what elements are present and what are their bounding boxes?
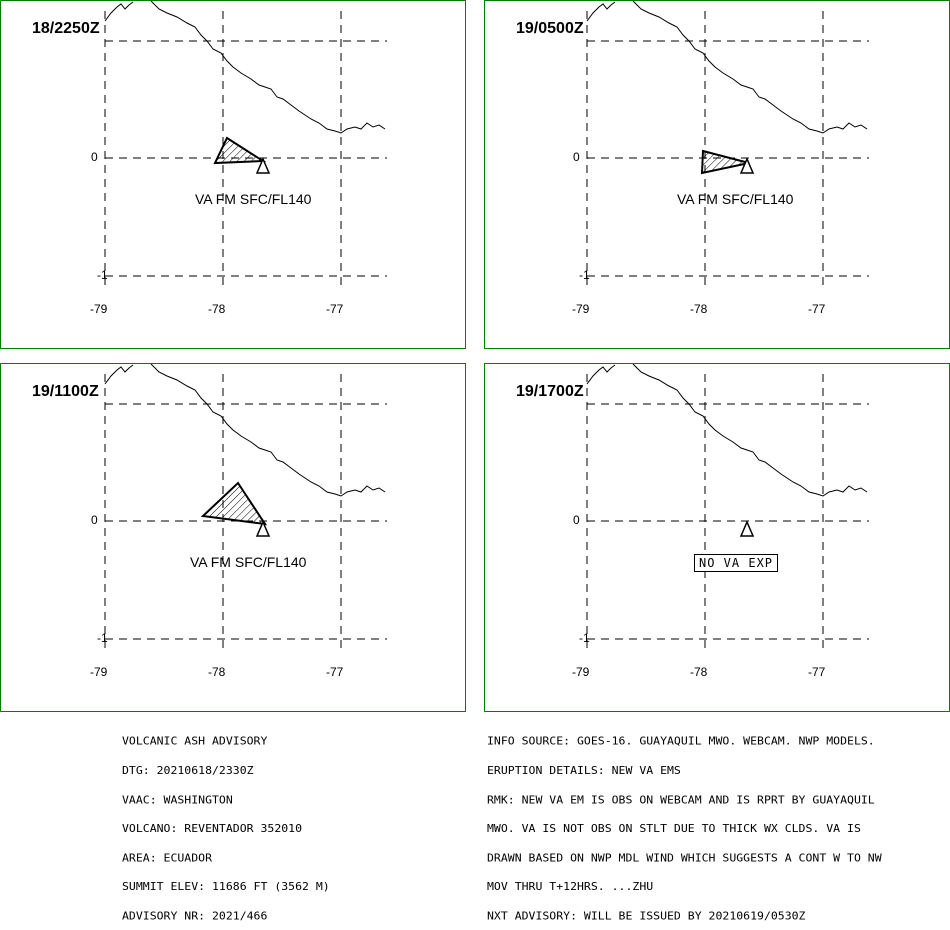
grid-lines bbox=[586, 11, 869, 291]
ash-polygon bbox=[200, 481, 268, 526]
lon-tick-label: -79 bbox=[90, 302, 108, 316]
advisory-details: INFO SOURCE: GOES-16. GUAYAQUIL MWO. WEB… bbox=[487, 717, 882, 930]
volcano-symbol bbox=[739, 157, 755, 174]
grid-lines bbox=[104, 374, 387, 654]
lon-tick-label: -77 bbox=[808, 302, 826, 316]
lat-tick-label: -1 bbox=[579, 268, 590, 282]
lon-tick-label: -77 bbox=[326, 665, 344, 679]
map-canvas bbox=[586, 364, 869, 654]
coastline bbox=[586, 1, 868, 134]
lon-tick-label: -78 bbox=[690, 665, 708, 679]
advisory-line: DRAWN BASED ON NWP MDL WIND WHICH SUGGES… bbox=[487, 850, 882, 865]
lat-tick-label: 0 bbox=[91, 513, 98, 527]
advisory-line: ERUPTION DETAILS: NEW VA EMS bbox=[487, 763, 681, 777]
advisory-line: VAAC: WASHINGTON bbox=[122, 792, 233, 806]
va-layer-label: VA FM SFC/FL140 bbox=[195, 191, 312, 207]
lat-tick-label: -1 bbox=[97, 268, 108, 282]
map-canvas bbox=[586, 1, 869, 291]
advisory-header: VOLCANIC ASH ADVISORY DTG: 20210618/2330… bbox=[122, 717, 330, 930]
lon-tick-label: -77 bbox=[808, 665, 826, 679]
map-panel-3: 19/1100Z VA FM SFC/FL140 0 -1 -79 -78 -7… bbox=[0, 363, 466, 712]
map-panel-4: 19/1700Z NO VA EXP 0 -1 -79 -78 -77 bbox=[484, 363, 950, 712]
lon-tick-label: -77 bbox=[326, 302, 344, 316]
advisory-line: INFO SOURCE: GOES-16. GUAYAQUIL MWO. WEB… bbox=[487, 734, 875, 748]
advisory-line: VOLCANO: REVENTADOR 352010 bbox=[122, 821, 303, 836]
advisory-line: VOLCANIC ASH ADVISORY bbox=[122, 734, 268, 748]
va-layer-label: VA FM SFC/FL140 bbox=[190, 554, 307, 570]
panel-time: 19/0500Z bbox=[515, 20, 585, 38]
coastline bbox=[104, 1, 386, 134]
advisory-line: SUMMIT ELEV: 11686 FT (3562 M) bbox=[122, 879, 330, 894]
lat-tick-label: 0 bbox=[91, 150, 98, 164]
lon-tick-label: -78 bbox=[690, 302, 708, 316]
lat-tick-label: 0 bbox=[573, 513, 580, 527]
coastline bbox=[104, 364, 386, 497]
advisory-line: ADVISORY NR: 2021/466 bbox=[122, 908, 268, 923]
map-canvas bbox=[104, 1, 387, 291]
advisory-line: AREA: ECUADOR bbox=[122, 850, 213, 865]
panel-time: 18/2250Z bbox=[31, 20, 101, 38]
map-panel-1: 18/2250Z VA FM SFC/FL140 0 -1 -79 -78 -7… bbox=[0, 0, 466, 349]
lon-tick-label: -79 bbox=[572, 302, 590, 316]
no-va-expected-label: NO VA EXP bbox=[694, 554, 779, 572]
advisory-line: RMK: NEW VA EM IS OBS ON WEBCAM AND IS R… bbox=[487, 792, 875, 806]
lon-tick-label: -78 bbox=[208, 665, 226, 679]
advisory-line: MWO. VA IS NOT OBS ON STLT DUE TO THICK … bbox=[487, 821, 861, 836]
map-panel-2: 19/0500Z VA FM SFC/FL140 0 -1 -79 -78 -7… bbox=[484, 0, 950, 349]
lon-tick-label: -79 bbox=[90, 665, 108, 679]
lat-tick-label: -1 bbox=[579, 631, 590, 645]
ash-polygon bbox=[700, 149, 750, 175]
lat-tick-label: 0 bbox=[573, 150, 580, 164]
volcano-symbol bbox=[255, 157, 271, 174]
advisory-line: DTG: 20210618/2330Z bbox=[122, 763, 254, 777]
advisory-line: NXT ADVISORY: WILL BE ISSUED BY 20210619… bbox=[487, 908, 806, 923]
panel-time: 19/1100Z bbox=[31, 383, 100, 401]
grid-lines bbox=[586, 374, 869, 654]
coastline bbox=[586, 364, 868, 497]
lon-tick-label: -79 bbox=[572, 665, 590, 679]
ash-polygon bbox=[213, 136, 267, 165]
volcano-symbol bbox=[739, 520, 755, 537]
va-layer-label: VA FM SFC/FL140 bbox=[677, 191, 794, 207]
advisory-line: MOV THRU T+12HRS. ...ZHU bbox=[487, 879, 654, 894]
panel-time: 19/1700Z bbox=[515, 383, 585, 401]
map-canvas bbox=[104, 364, 387, 654]
volcano-symbol bbox=[255, 520, 271, 537]
lon-tick-label: -78 bbox=[208, 302, 226, 316]
lat-tick-label: -1 bbox=[97, 631, 108, 645]
